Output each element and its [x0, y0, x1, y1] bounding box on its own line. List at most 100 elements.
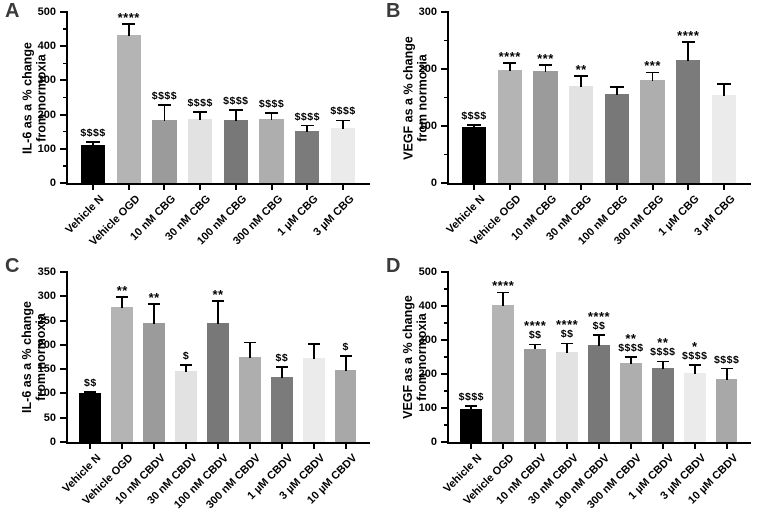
chart-panel-b: B VEGF as a % change from normoxia 0 100 200 3… [381, 0, 761, 255]
error-bar-cap [157, 103, 172, 106]
dollar-significance-label: $$$$ [618, 342, 644, 355]
bar-10-nm-cbdv [143, 322, 165, 442]
y-major-tick [441, 271, 448, 273]
error-bar-cap [529, 343, 542, 346]
y-minor-tick [444, 288, 448, 290]
x-tick [312, 444, 315, 449]
x-tick [121, 444, 124, 449]
x-tick [629, 444, 632, 449]
y-major-tick [60, 271, 67, 273]
x-tick [163, 185, 166, 190]
significance-annotation: **** [470, 50, 550, 63]
y-tick-label: 150 [37, 363, 56, 376]
y-tick-label: 200 [418, 63, 437, 75]
y-major-tick [60, 319, 67, 322]
y-major-tick [60, 182, 67, 184]
y-major-tick [441, 68, 448, 70]
significance-annotation: $$ [242, 352, 322, 364]
star-significance-label: **** [524, 318, 547, 334]
x-axis-line [66, 183, 370, 186]
y-tick-label: 100 [418, 402, 437, 414]
y-minor-tick [63, 62, 67, 65]
x-tick [89, 444, 92, 449]
error-bar-stem [661, 361, 664, 369]
star-significance-label: **** [677, 27, 700, 43]
error-bar-stem [270, 112, 273, 120]
significance-annotation: $$$$ [267, 111, 347, 123]
dollar-significance-label: $$ [528, 329, 542, 342]
y-axis-title-line: VEGF as a % change [401, 295, 415, 419]
x-tick [508, 185, 511, 190]
error-bar-stem [651, 72, 654, 82]
error-bar-cap [645, 71, 660, 74]
y-major-tick [441, 373, 448, 375]
error-bar-cap [561, 342, 574, 345]
x-axis-line [447, 442, 751, 445]
y-minor-tick [444, 153, 448, 156]
significance-annotation: $ [146, 350, 226, 362]
chart-panel-c: C IL-6 as a % change from normoxia 0 50 100 15… [0, 255, 380, 510]
star-significance-label: *** [644, 58, 661, 74]
significance-annotation: ** $$$$ [623, 335, 703, 358]
dollar-significance-label: $ [182, 349, 190, 362]
bar-3-m-cbdv [683, 373, 706, 442]
y-minor-tick [444, 322, 448, 324]
bar-3-m-cbg [711, 94, 737, 183]
significance-annotation: **** $$ [495, 318, 575, 342]
x-tick [342, 185, 344, 190]
bar-30-nm-cbg [569, 85, 594, 183]
dollar-significance-label: $$$$ [458, 390, 484, 403]
y-major-tick [60, 113, 67, 116]
y-major-tick [60, 441, 67, 443]
y-tick-label: 200 [37, 108, 56, 121]
significance-annotation: $$$$ [196, 95, 276, 107]
error-bar-cap [624, 356, 637, 359]
x-tick [566, 444, 569, 449]
y-axis-line [66, 11, 69, 185]
dollar-significance-label: $$ [83, 376, 97, 389]
x-tick [344, 444, 347, 449]
y-tick-label: 350 [37, 266, 56, 278]
y-tick-label: 300 [418, 6, 437, 18]
bar-30-nm-cbdv [175, 371, 197, 442]
star-significance-label: **** [587, 308, 611, 324]
error-bar-stem [508, 63, 511, 72]
error-bar-stem [630, 357, 632, 365]
significance-annotation: **** [89, 11, 169, 24]
error-bar-cap [574, 74, 588, 77]
error-bar-stem [92, 141, 94, 147]
y-axis-line [66, 271, 69, 444]
error-bar-cap [336, 119, 350, 122]
star-significance-label: *** [537, 51, 554, 67]
error-bar-stem [249, 342, 251, 358]
error-bar-cap [717, 82, 731, 85]
x-tick [306, 185, 309, 190]
error-bar-cap [656, 360, 669, 363]
x-tick [534, 444, 537, 449]
bar-1-m-cbg [295, 131, 320, 183]
star-significance-label: ** [116, 282, 128, 298]
star-significance-label: ** [657, 335, 669, 351]
y-major-tick [441, 441, 448, 443]
error-bar-cap [307, 342, 320, 345]
y-axis-title-line: from normoxia [415, 53, 429, 142]
error-bar-cap [681, 40, 695, 43]
bar-1-m-cbg [676, 59, 701, 183]
bar-vehicle-ogd [111, 307, 134, 442]
chart-panel-a: A IL-6 as a % change from normoxia 0 100 200 3… [0, 0, 380, 255]
x-tick [127, 185, 130, 190]
error-bar-stem [199, 112, 202, 121]
y-tick-label: 100 [37, 142, 56, 155]
error-bar-stem [502, 292, 505, 306]
x-tick [615, 185, 618, 190]
y-major-tick [441, 339, 448, 341]
dollar-significance-label: $$$$ [187, 97, 213, 110]
y-major-tick [441, 407, 448, 409]
x-tick [234, 185, 237, 190]
y-tick-label: 300 [37, 290, 56, 303]
error-bar-cap [465, 405, 478, 407]
significance-annotation: ** [82, 282, 162, 298]
y-tick-label: 0 [430, 436, 437, 448]
dollar-significance-label: $$$$ [151, 89, 178, 102]
dollar-significance-label: $$$$ [80, 126, 106, 139]
